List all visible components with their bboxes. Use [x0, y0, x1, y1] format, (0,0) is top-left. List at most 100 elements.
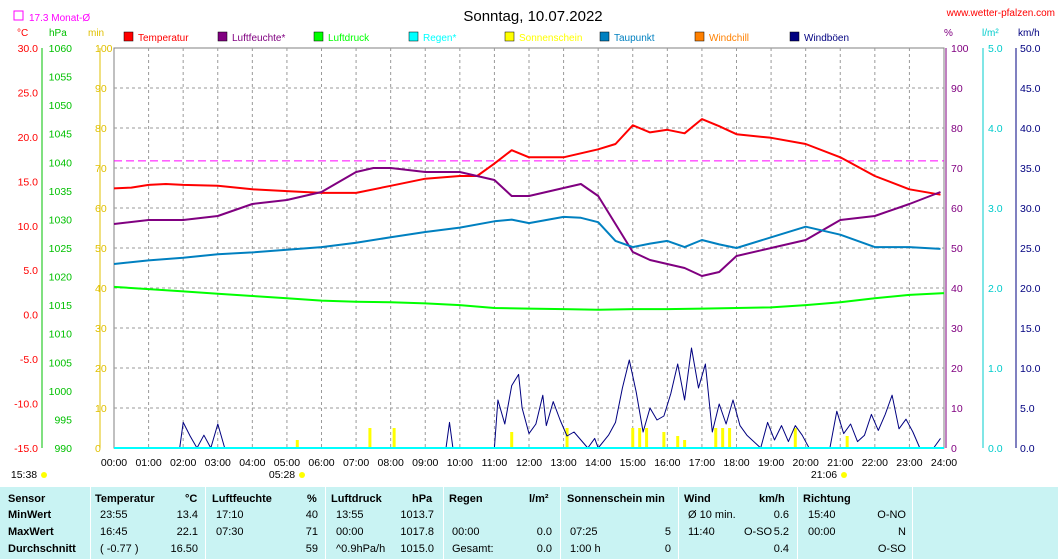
table-cell-label: Durchschnitt: [8, 543, 76, 555]
x-tick: 11:00: [482, 457, 508, 469]
x-tick: 22:00: [862, 457, 888, 469]
table-cell-press-time: ^0.9hPa/h: [336, 543, 386, 555]
x-tick: 20:00: [793, 457, 819, 469]
x-tick: 02:00: [170, 457, 196, 469]
table-cell-press-time: 00:00: [336, 526, 364, 538]
humidity-tick: 20: [951, 363, 963, 375]
x-tick: 16:00: [654, 457, 680, 469]
unit-rain: l/m²: [982, 28, 999, 39]
rain-tick: 1.0: [988, 363, 1003, 375]
humidity-tick: 0: [951, 443, 957, 455]
table-cell-hum-val: 71: [305, 526, 318, 538]
axes: 30.0 25.0 20.0 15.0 10.0 5.0 0.0 -5.0 -10.0 -15.0…: [14, 43, 1041, 469]
table-cell-temp-time: 16:45: [100, 526, 128, 538]
sunshine-bar: [645, 428, 649, 448]
plot-grid: [113, 47, 945, 449]
temp-tick: -10.0: [14, 399, 38, 411]
wind-tick: 10.0: [1020, 363, 1041, 375]
wind-tick: 25.0: [1020, 243, 1041, 255]
pressure-tick: 1040: [49, 157, 73, 169]
sunrise-label: 05:28: [269, 469, 295, 481]
x-tick: 03:00: [205, 457, 231, 469]
hdr-rain-unit: l/m²: [529, 493, 549, 505]
legend-swatch: [694, 31, 705, 42]
wind-tick: 0.0: [1020, 443, 1035, 455]
sunshine-bar: [662, 432, 666, 448]
legend-swatch: [123, 31, 134, 42]
time-markers: 05:28 21:06 15:38: [11, 469, 847, 481]
rain-tick: 5.0: [988, 43, 1003, 55]
sunshine-bar: [728, 428, 732, 448]
hdr-press-unit: hPa: [412, 493, 433, 505]
table-cell-temp-time: ( -0.77 ): [100, 543, 139, 555]
x-tick: 23:00: [896, 457, 922, 469]
table-divider: [205, 487, 206, 559]
legend-label: Windböen: [804, 33, 849, 44]
legend-label: Windchill: [709, 33, 749, 44]
x-tick: 04:00: [239, 457, 265, 469]
pressure-tick: 1050: [49, 100, 73, 112]
legend-swatch: [313, 31, 324, 42]
sunshine-bar: [676, 436, 680, 448]
wind-tick: 40.0: [1020, 123, 1041, 135]
sunset-icon: [841, 472, 847, 478]
table-cell-temp-val: 22.1: [176, 526, 198, 538]
table-cell-rain-time: 00:00: [452, 526, 480, 538]
unit-pressure: hPa: [49, 28, 67, 39]
table-divider: [325, 487, 326, 559]
hdr-hum-unit: %: [307, 493, 317, 505]
legend-label: Regen*: [423, 33, 456, 44]
current-time-icon: [41, 472, 47, 478]
sunshine-tick: 0: [95, 443, 101, 455]
table-divider: [560, 487, 561, 559]
sunshine-bar: [368, 428, 372, 448]
current-time-label: 15:38: [11, 469, 37, 481]
table-cell-sun-time: 07:25: [570, 526, 598, 538]
sunshine-bar: [565, 428, 569, 448]
x-tick: 10:00: [447, 457, 473, 469]
table-cell-wind-val: 0.4: [773, 543, 789, 555]
hdr-dir: Richtung: [803, 493, 851, 505]
x-tick: 07:00: [343, 457, 369, 469]
temp-tick: 15.0: [18, 176, 39, 188]
table-cell-hum-val: 59: [305, 543, 318, 555]
x-tick: 05:00: [274, 457, 300, 469]
sunshine-tick: 60: [95, 203, 107, 215]
x-tick: 12:00: [516, 457, 542, 469]
unit-humidity: %: [944, 28, 953, 39]
table-cell-hum-val: 40: [305, 509, 318, 521]
table-cell-wind-time: 11:40: [688, 526, 715, 538]
pressure-tick: 1055: [49, 72, 73, 84]
hdr-sensor: Sensor: [8, 493, 46, 505]
pressure-tick: 1015: [49, 300, 73, 312]
legend-swatch: [789, 31, 800, 42]
table-cell-rain-val: 0.0: [536, 543, 552, 555]
table-cell-press-val: 1015.0: [400, 543, 434, 555]
hdr-temp: Temperatur: [95, 493, 155, 505]
sunshine-bar: [295, 440, 299, 448]
temp-tick: 0.0: [23, 310, 38, 322]
table-cell-temp-val: 13.4: [176, 509, 198, 521]
table-cell-temp-val: 16.50: [170, 543, 198, 555]
table-divider: [443, 487, 444, 559]
weather-chart: Sonntag, 10.07.2022 www.wetter-pfalzen.c…: [11, 8, 1055, 481]
temp-tick: 20.0: [18, 132, 39, 144]
table-divider: [90, 487, 91, 559]
hdr-press: Luftdruck: [331, 493, 382, 505]
x-tick: 17:00: [689, 457, 715, 469]
pressure-tick: 1035: [49, 186, 73, 198]
humidity-tick: 70: [951, 163, 963, 175]
wind-tick: 15.0: [1020, 323, 1041, 335]
website-link[interactable]: www.wetter-pfalzen.com: [946, 8, 1055, 19]
table-cell-dir-time: 00:00: [808, 526, 836, 538]
hdr-sun: Sonnenschein min: [567, 493, 665, 505]
legend-label: Luftfeuchte*: [232, 33, 285, 44]
humidity-tick: 50: [951, 243, 963, 255]
sunshine-bar: [510, 432, 514, 448]
month-avg-label: 17.3 Monat-Ø: [29, 13, 90, 24]
wind-tick: 45.0: [1020, 83, 1041, 95]
pressure-tick: 1020: [49, 272, 73, 284]
wind-tick: 50.0: [1020, 43, 1041, 55]
x-tick: 24:00: [931, 457, 957, 469]
temp-tick: 10.0: [18, 221, 39, 233]
